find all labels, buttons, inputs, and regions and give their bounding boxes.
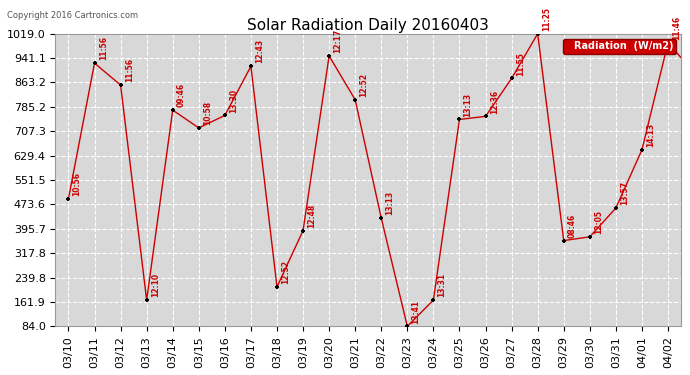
Point <box>636 147 647 153</box>
Point <box>271 284 282 290</box>
Text: 13:41: 13:41 <box>411 299 420 324</box>
Point <box>454 117 465 123</box>
Point <box>193 125 204 131</box>
Text: 13:13: 13:13 <box>464 93 473 117</box>
Point <box>611 205 622 211</box>
Text: Copyright 2016 Cartronics.com: Copyright 2016 Cartronics.com <box>7 11 138 20</box>
Point <box>428 297 439 303</box>
Text: 12:36: 12:36 <box>490 90 499 114</box>
Point <box>246 63 257 69</box>
Text: 12:17: 12:17 <box>333 29 342 53</box>
Title: Solar Radiation Daily 20160403: Solar Radiation Daily 20160403 <box>247 18 489 33</box>
Point <box>167 107 178 113</box>
Point <box>532 31 543 37</box>
Text: 13:13: 13:13 <box>386 191 395 215</box>
Text: 12:43: 12:43 <box>255 39 264 63</box>
Legend: Radiation  (W/m2): Radiation (W/m2) <box>563 39 676 54</box>
Point <box>689 69 690 75</box>
Text: 13:31: 13:31 <box>437 273 446 297</box>
Text: 12:52: 12:52 <box>281 260 290 284</box>
Point <box>63 196 74 202</box>
Text: 11:46: 11:46 <box>672 16 681 40</box>
Point <box>89 60 100 66</box>
Point <box>141 297 152 303</box>
Text: 10:56: 10:56 <box>72 172 81 196</box>
Text: 08:46: 08:46 <box>568 213 577 238</box>
Text: 11:55: 11:55 <box>515 52 525 76</box>
Point <box>480 113 491 119</box>
Point <box>324 53 335 59</box>
Point <box>350 97 361 103</box>
Point <box>376 215 387 221</box>
Point <box>297 228 308 234</box>
Point <box>219 112 230 118</box>
Point <box>402 323 413 329</box>
Text: 12:52: 12:52 <box>359 73 368 97</box>
Point <box>558 238 569 244</box>
Text: 12:05: 12:05 <box>594 210 603 234</box>
Point <box>584 234 595 240</box>
Text: 14:13: 14:13 <box>646 123 655 147</box>
Text: 11:56: 11:56 <box>99 36 108 60</box>
Text: 10:58: 10:58 <box>203 101 212 125</box>
Text: 10:39: 10:39 <box>0 374 1 375</box>
Text: 09:46: 09:46 <box>177 83 186 107</box>
Point <box>115 82 126 88</box>
Text: 11:56: 11:56 <box>125 58 134 82</box>
Point <box>506 75 517 81</box>
Point <box>662 40 673 46</box>
Text: 13:30: 13:30 <box>229 88 238 112</box>
Text: 12:48: 12:48 <box>307 204 316 228</box>
Text: 11:25: 11:25 <box>542 7 551 31</box>
Text: 12:10: 12:10 <box>151 273 160 297</box>
Text: 13:57: 13:57 <box>620 181 629 205</box>
